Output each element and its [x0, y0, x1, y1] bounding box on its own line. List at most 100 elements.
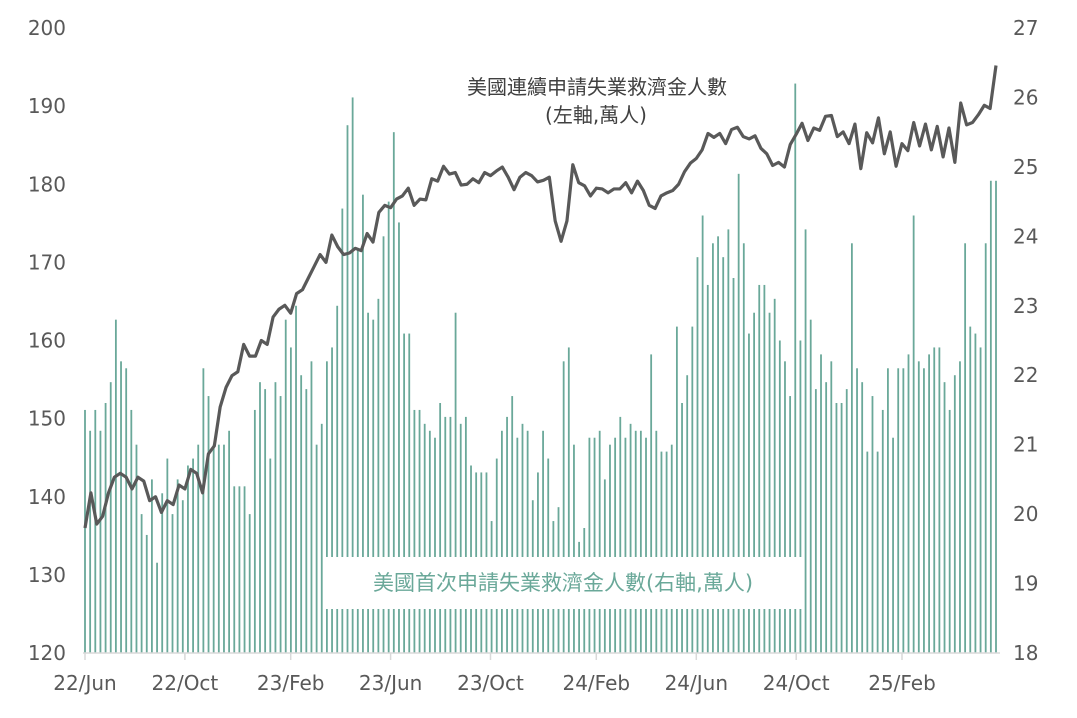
- bar: [207, 396, 210, 653]
- bar: [377, 298, 380, 653]
- bar: [629, 423, 632, 653]
- left-axis-tick-label: 170: [28, 250, 66, 274]
- bar: [151, 479, 153, 653]
- bar: [305, 389, 308, 653]
- right-axis-tick-label: 27: [1013, 16, 1038, 40]
- bar: [362, 194, 364, 654]
- bar: [506, 416, 508, 653]
- bar: [758, 284, 761, 653]
- bar: [315, 444, 318, 653]
- bar: [850, 243, 853, 653]
- bar: [274, 382, 277, 653]
- right-axis-tick-label: 20: [1013, 502, 1038, 526]
- bar-series-initial-claims: [84, 83, 997, 654]
- bar: [444, 416, 447, 653]
- bar: [140, 514, 143, 653]
- left-axis-tick-label: 190: [28, 94, 66, 118]
- bar: [701, 215, 704, 653]
- bar: [943, 382, 946, 653]
- bar: [768, 312, 771, 653]
- bar: [547, 458, 550, 653]
- bar: [809, 319, 812, 653]
- bar: [675, 326, 678, 653]
- bar: [449, 416, 452, 653]
- bar: [454, 312, 457, 653]
- bar: [619, 416, 622, 653]
- bar: [331, 347, 333, 653]
- bar: [109, 382, 112, 653]
- right-axis-tick-labels: 18 19 20 21 22 23 24 25 26 27: [1013, 16, 1038, 665]
- bar: [135, 444, 138, 653]
- bar: [238, 486, 241, 653]
- bar-label-background: [323, 557, 803, 609]
- bar: [588, 437, 591, 653]
- bar: [892, 437, 894, 653]
- bar: [835, 403, 838, 653]
- bar: [434, 437, 436, 653]
- bar: [722, 257, 725, 653]
- bar: [814, 389, 817, 653]
- bar: [639, 430, 642, 653]
- bar: [789, 396, 792, 653]
- bar: [856, 368, 858, 653]
- bar: [660, 451, 663, 653]
- bar: [300, 375, 303, 653]
- bar: [269, 458, 272, 653]
- bar-series-label: 美國首次申請失業救濟金人數(右軸,萬人): [373, 571, 753, 595]
- bar: [125, 368, 128, 653]
- bar: [979, 347, 982, 653]
- bar: [284, 319, 287, 653]
- bar: [382, 236, 385, 653]
- left-axis-tick-label: 130: [28, 563, 66, 587]
- bar: [845, 389, 848, 653]
- bar: [804, 229, 807, 653]
- x-axis-tick-label: 25/Feb: [868, 671, 936, 695]
- bar: [778, 340, 781, 653]
- line-series-label-2: (左軸,萬人): [545, 103, 647, 127]
- bar: [212, 444, 215, 653]
- bar: [974, 333, 977, 653]
- x-axis-tick-label: 23/Jun: [359, 671, 422, 695]
- left-axis-tick-label: 120: [28, 641, 66, 665]
- x-axis-tick-label: 22/Jun: [53, 671, 116, 695]
- bar: [176, 479, 179, 653]
- bar: [428, 430, 431, 653]
- bar: [84, 409, 86, 653]
- bar: [866, 451, 869, 653]
- bar: [511, 396, 514, 653]
- bar: [598, 430, 601, 653]
- bar: [104, 403, 107, 653]
- bar: [989, 180, 992, 653]
- bar: [614, 437, 617, 653]
- bar: [181, 500, 184, 653]
- bar: [706, 284, 709, 653]
- bar: [161, 493, 164, 653]
- bar: [197, 444, 200, 653]
- bar: [243, 486, 246, 653]
- left-axis-tick-labels: 120 130 140 150 160 170 180 190 200: [28, 16, 66, 665]
- right-axis-tick-label: 26: [1013, 85, 1038, 109]
- bar: [295, 305, 297, 653]
- bar: [917, 361, 920, 653]
- left-axis-tick-label: 140: [28, 485, 66, 509]
- bar: [94, 409, 97, 653]
- bar: [114, 319, 117, 653]
- x-axis-tick-label: 24/Feb: [562, 671, 630, 695]
- bar: [727, 229, 730, 653]
- bar: [217, 444, 220, 653]
- bar: [495, 458, 498, 653]
- bar: [166, 458, 169, 653]
- bar: [501, 430, 503, 653]
- bar: [521, 423, 524, 653]
- line-series-label-1: 美國連續申請失業救濟金人數: [467, 75, 727, 99]
- bar: [567, 347, 570, 653]
- bar: [624, 437, 627, 653]
- bar: [902, 368, 905, 653]
- bar: [753, 312, 755, 653]
- bar: [686, 375, 689, 653]
- bar: [573, 444, 575, 653]
- bar: [562, 361, 565, 653]
- bar: [840, 403, 843, 653]
- right-axis-tick-label: 23: [1013, 294, 1038, 318]
